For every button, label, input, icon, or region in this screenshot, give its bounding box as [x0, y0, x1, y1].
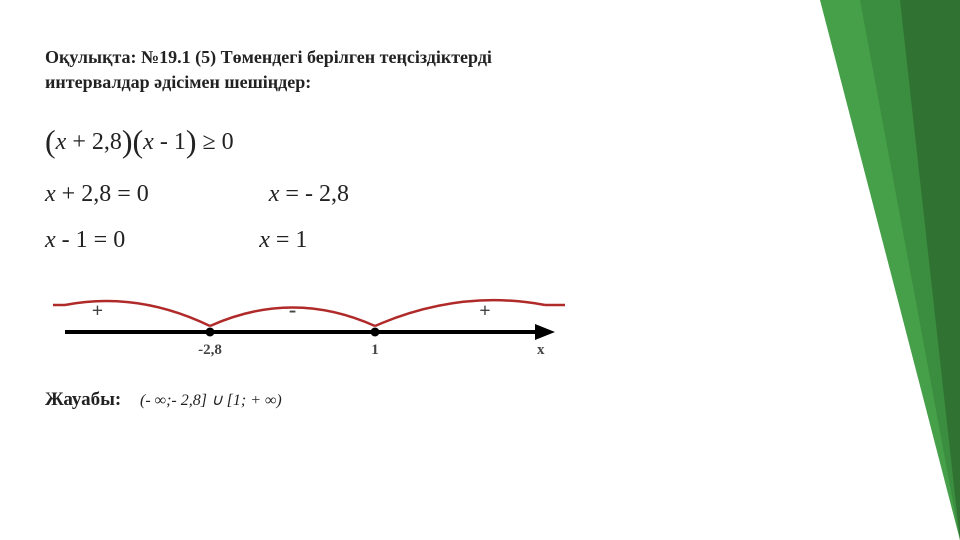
answer-row: Жауабы: (- ∞;- 2,8] ∪ [1; + ∞) [45, 389, 825, 411]
inequality-row: (х + 2,8)(х - 1) ≥ 0 [45, 111, 825, 172]
svg-text:1: 1 [371, 342, 379, 358]
equation-row-1: х + 2,8 = 0 х = - 2,8 [45, 172, 825, 218]
answer-interval: (- ∞;- 2,8] ∪ [1; + ∞) [140, 392, 282, 409]
slide-title: Оқулықта: №19.1 (5) Төмендегі берілген т… [45, 45, 825, 95]
answer-label: Жауабы: [45, 389, 121, 410]
decorative-corner-deep [900, 0, 960, 540]
svg-text:-2,8: -2,8 [198, 342, 222, 358]
title-line-1: Оқулықта: №19.1 (5) Төмендегі берілген т… [45, 47, 492, 67]
svg-text:+: + [479, 300, 490, 322]
title-line-2: интервалдар әдісімен шешіңдер: [45, 72, 311, 92]
number-line-diagram: + - + -2,8 1 х [45, 277, 585, 367]
svg-text:х: х [537, 342, 545, 358]
slide-content: Оқулықта: №19.1 (5) Төмендегі берілген т… [45, 45, 825, 411]
svg-text:-: - [289, 297, 296, 322]
math-block: (х + 2,8)(х - 1) ≥ 0 х + 2,8 = 0 х = - 2… [45, 111, 825, 263]
svg-text:+: + [92, 300, 103, 322]
equation-row-2: х - 1 = 0 х = 1 [45, 218, 825, 264]
